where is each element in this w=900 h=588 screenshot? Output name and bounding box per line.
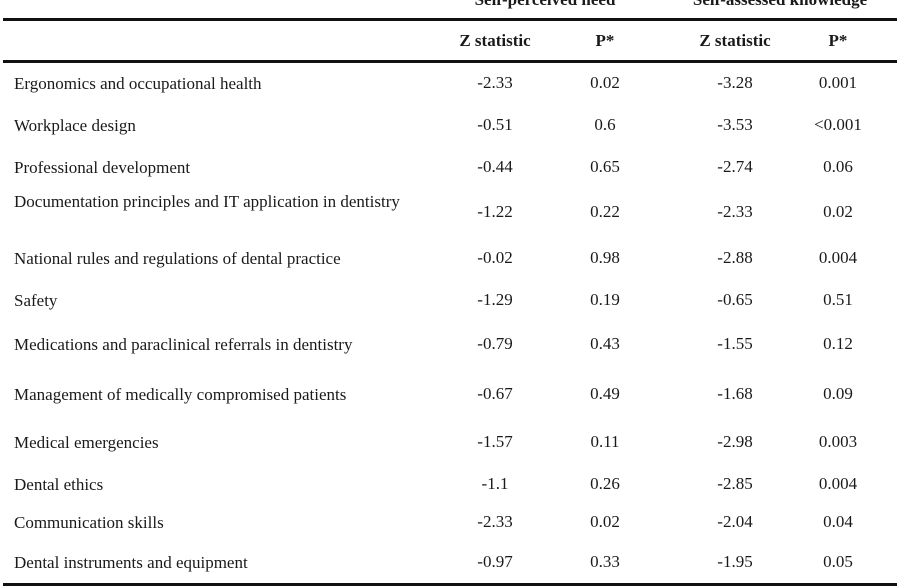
cell-knowledge-z: -3.53 <box>717 115 753 134</box>
cell-knowledge-z: -1.55 <box>717 334 753 353</box>
cell-need-p: 0.98 <box>590 248 620 267</box>
cell-knowledge-p: <0.001 <box>814 115 862 134</box>
cell-need-z: -0.51 <box>477 115 513 134</box>
cell-need-p: 0.22 <box>590 202 620 221</box>
group-label-knowledge: Self-assessed knowledge <box>660 0 900 10</box>
top-rule <box>3 18 897 21</box>
row-label: Communication skills <box>14 513 164 532</box>
column-header-need-p: P* <box>595 31 615 50</box>
row-label: National rules and regulations of dental… <box>14 249 341 268</box>
column-header-knowledge-p: P* <box>828 31 848 50</box>
cell-knowledge-z: -2.98 <box>717 432 753 451</box>
cell-knowledge-z: -2.04 <box>717 512 753 531</box>
cell-knowledge-z: -1.95 <box>717 552 753 571</box>
cell-knowledge-p: 0.09 <box>823 384 853 403</box>
cell-need-z: -2.33 <box>477 73 513 92</box>
cell-knowledge-z: -2.33 <box>717 202 753 221</box>
cell-need-z: -2.33 <box>477 512 513 531</box>
row-label: Dental instruments and equipment <box>14 553 248 572</box>
cell-need-z: -1.57 <box>477 432 513 451</box>
cell-need-p: 0.19 <box>590 290 620 309</box>
cell-need-p: 0.02 <box>590 512 620 531</box>
row-label: Medications and paraclinical referrals i… <box>14 335 353 354</box>
cell-need-z: -0.44 <box>477 157 513 176</box>
cell-knowledge-p: 0.51 <box>823 290 853 309</box>
cell-need-p: 0.11 <box>590 432 620 451</box>
cell-need-p: 0.49 <box>590 384 620 403</box>
cell-need-p: 0.65 <box>590 157 620 176</box>
group-label-need: Self-perceived need <box>430 0 660 10</box>
cell-need-p: 0.02 <box>590 73 620 92</box>
cell-knowledge-z: -3.28 <box>717 73 753 92</box>
column-header-need-z: Z statistic <box>459 31 531 50</box>
cell-need-p: 0.33 <box>590 552 620 571</box>
cell-need-p: 0.6 <box>594 115 616 134</box>
cell-knowledge-z: -1.68 <box>717 384 753 403</box>
group-header: Self-perceived need Self-assessed knowle… <box>0 0 900 20</box>
row-label: Professional development <box>14 158 191 177</box>
row-label: Medical emergencies <box>14 433 159 452</box>
cell-knowledge-p: 0.004 <box>818 248 858 267</box>
cell-knowledge-z: -2.88 <box>717 248 753 267</box>
cell-need-p: 0.26 <box>590 474 620 493</box>
cell-knowledge-p: 0.004 <box>818 474 858 493</box>
row-label: Safety <box>14 291 58 310</box>
cell-need-z: -1.29 <box>477 290 513 309</box>
bottom-rule <box>3 583 897 586</box>
cell-knowledge-z: -0.65 <box>717 290 753 309</box>
cell-knowledge-p: 0.04 <box>823 512 853 531</box>
cell-need-z: -0.02 <box>477 248 513 267</box>
row-label: Dental ethics <box>14 475 104 494</box>
cell-need-z: -0.97 <box>477 552 513 571</box>
cell-knowledge-p: 0.05 <box>823 552 853 571</box>
cell-knowledge-p: 0.003 <box>818 432 858 451</box>
cell-knowledge-p: 0.001 <box>818 73 858 92</box>
cell-knowledge-z: -2.85 <box>717 474 753 493</box>
row-label: Management of medically compromised pati… <box>14 385 347 404</box>
cell-need-z: -1.1 <box>481 474 509 493</box>
header-rule <box>3 60 897 63</box>
cell-knowledge-z: -2.74 <box>717 157 753 176</box>
cell-knowledge-p: 0.12 <box>823 334 853 353</box>
column-header-knowledge-z: Z statistic <box>699 31 771 50</box>
cell-knowledge-p: 0.06 <box>823 157 853 176</box>
row-label: Ergonomics and occupational health <box>14 74 262 93</box>
row-label: Documentation principles and IT applicat… <box>14 192 400 211</box>
cell-need-z: -0.67 <box>477 384 513 403</box>
cell-need-z: -0.79 <box>477 334 513 353</box>
cell-knowledge-p: 0.02 <box>823 202 853 221</box>
row-label: Workplace design <box>14 116 136 135</box>
cell-need-p: 0.43 <box>590 334 620 353</box>
cell-need-z: -1.22 <box>477 202 513 221</box>
